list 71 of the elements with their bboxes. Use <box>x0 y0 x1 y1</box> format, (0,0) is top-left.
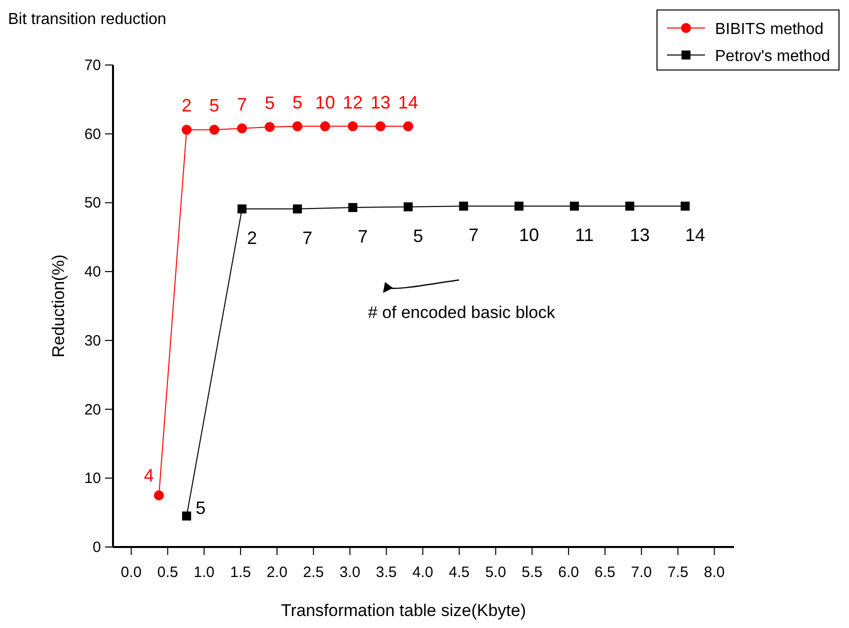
annotation: 10 <box>518 225 539 246</box>
point <box>403 121 414 132</box>
point <box>209 124 220 135</box>
annotation: 5 <box>209 96 220 116</box>
y-tick-label: 30 <box>84 332 101 350</box>
point <box>182 124 192 135</box>
point <box>292 204 302 214</box>
annotation: 14 <box>685 225 706 246</box>
annotation: 10 <box>315 92 336 112</box>
x-tick-label: 6.5 <box>594 564 616 581</box>
point <box>264 122 275 132</box>
y-axis-title: Reduction(%) <box>49 254 68 358</box>
annotation: 7 <box>237 94 248 114</box>
point <box>625 202 634 211</box>
point <box>348 121 358 132</box>
x-tick-label: 4.5 <box>448 564 470 581</box>
point <box>514 202 524 211</box>
point <box>375 121 386 132</box>
x-tick-label: 3.0 <box>339 564 360 581</box>
x-tick-label: 0.5 <box>157 564 178 581</box>
annotation: 13 <box>630 225 650 246</box>
annotation: 4 <box>144 465 154 486</box>
point <box>404 202 413 212</box>
x-tick-label: 1.0 <box>194 564 215 581</box>
x-tick-label: 7.0 <box>631 564 652 581</box>
x-tick-label: 6.0 <box>558 564 579 581</box>
annotation: 13 <box>370 92 391 112</box>
point <box>348 203 358 212</box>
y-tick-label: 50 <box>84 194 101 212</box>
annotation: 2 <box>247 228 258 248</box>
annotation: 14 <box>398 92 418 112</box>
x-tick-label: 4.0 <box>412 564 434 581</box>
point <box>238 204 247 214</box>
x-tick-label: 2.5 <box>303 564 324 581</box>
point <box>570 202 579 211</box>
annotation: 11 <box>575 225 594 246</box>
x-tick-label: 0.0 <box>120 564 142 581</box>
y-tick-label: 10 <box>84 470 101 488</box>
annotation: 7 <box>302 228 312 248</box>
annotation: 5 <box>264 92 275 113</box>
x-tick-label: 8.0 <box>704 564 725 581</box>
y-tick-label: 60 <box>84 126 101 143</box>
point <box>292 121 302 132</box>
annotation: 7 <box>358 226 368 247</box>
x-tick-label: 1.5 <box>230 564 251 581</box>
legend-label: BIBITS method <box>715 21 824 38</box>
point <box>182 512 192 521</box>
point <box>237 123 248 134</box>
point <box>680 202 690 211</box>
y-tick-label: 70 <box>84 57 101 74</box>
annotation: 5 <box>292 92 302 112</box>
annotation: # of encoded basic block <box>368 303 556 322</box>
y-tick-label: 20 <box>84 401 101 418</box>
legend-label: Petrov's method <box>715 48 830 65</box>
y-tick-label: 0 <box>92 539 101 556</box>
annotation: 7 <box>468 225 479 246</box>
point <box>320 121 330 132</box>
point <box>154 490 164 500</box>
x-axis-title: Transformation table size(Kbyte) <box>280 601 526 620</box>
point <box>459 202 468 211</box>
annotation: 12 <box>342 92 363 112</box>
annotation: 5 <box>413 226 424 246</box>
chart-title: Bit transition reduction <box>8 11 166 28</box>
x-tick-label: 2.0 <box>266 564 288 581</box>
annotation: 2 <box>182 96 192 116</box>
x-tick-label: 7.5 <box>667 564 688 581</box>
x-tick-label: 3.5 <box>376 564 397 581</box>
x-tick-label: 5.0 <box>485 564 506 581</box>
annotation: 5 <box>196 498 206 518</box>
y-tick-label: 40 <box>84 264 101 281</box>
x-tick-label: 5.5 <box>522 564 543 581</box>
